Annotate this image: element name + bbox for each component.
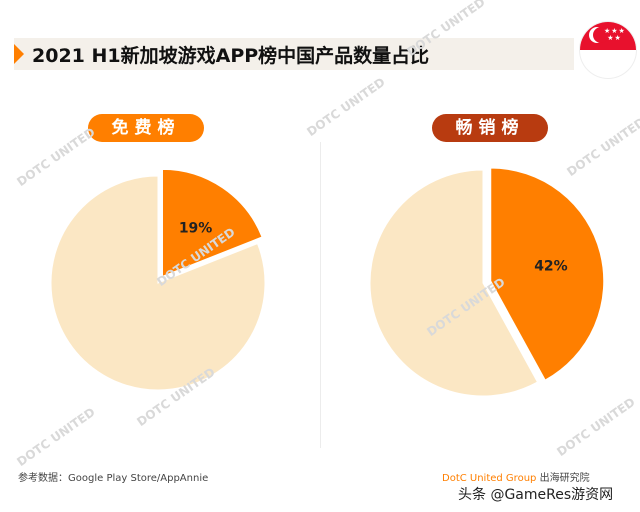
title-arrow-icon: [14, 44, 24, 64]
pie-1-slice-0: [490, 167, 605, 381]
credit-brand: DotC United Group: [442, 473, 537, 484]
page-title: 2021 H1新加坡游戏APP榜中国产品数量占比: [32, 45, 430, 67]
credit-note: DotC United Group 出海研究院: [442, 469, 590, 484]
pie-0-slice-1: [50, 175, 266, 391]
divider: [320, 142, 321, 448]
grossing-chart-title: 畅销榜: [432, 114, 548, 142]
pie-0-slice-0-label: 19%: [179, 221, 213, 237]
free-chart-title: 免费榜: [88, 114, 204, 142]
singapore-flag-icon: ★★★ ★★: [580, 22, 636, 78]
source-note: 参考数据：Google Play Store/AppAnnie: [18, 473, 209, 484]
pie-0-slice-0: [161, 168, 263, 278]
credit-suffix: 出海研究院: [539, 473, 590, 484]
title-bar: [14, 38, 574, 70]
pie-1-slice-1: [369, 169, 539, 397]
pie-1-slice-0-label: 42%: [534, 259, 568, 275]
footer-tag: 头条 @GameRes游资网: [458, 487, 614, 503]
